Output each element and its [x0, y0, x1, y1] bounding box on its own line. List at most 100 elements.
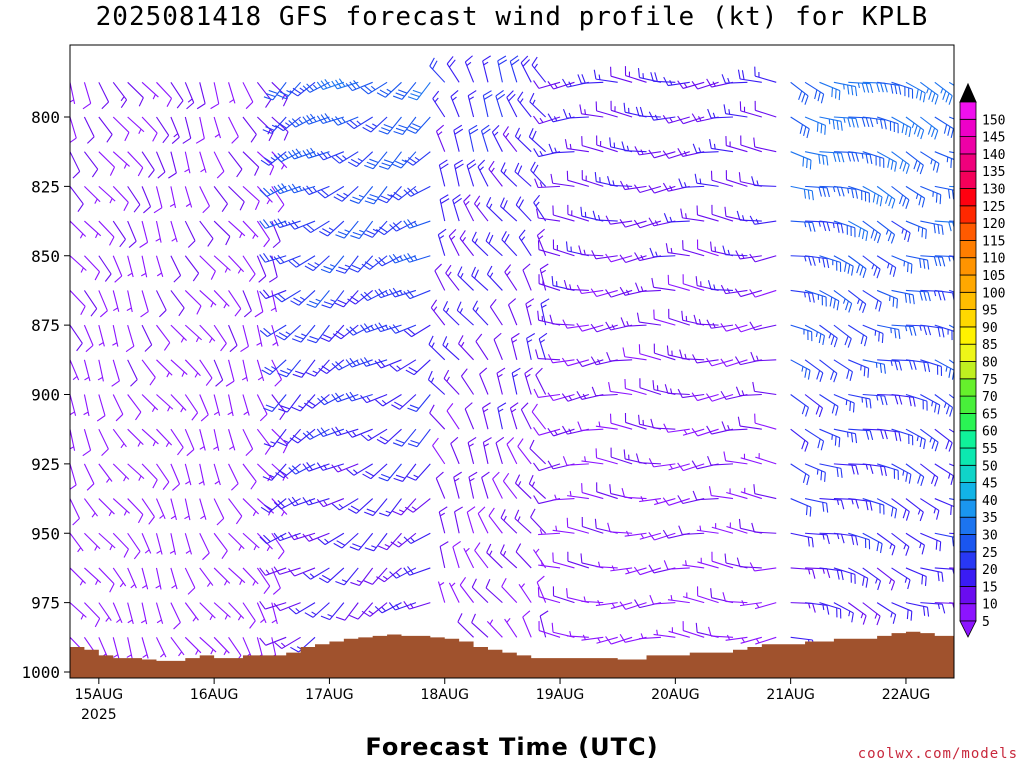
wind-barb	[564, 139, 589, 153]
colorbar-label: 130	[982, 183, 1005, 198]
wind-barb	[256, 602, 267, 624]
wind-barb	[362, 463, 388, 480]
wind-barb	[228, 151, 243, 178]
wind-barb	[790, 394, 809, 417]
wind-barb	[288, 116, 316, 128]
colorbar-label: 135	[982, 165, 1005, 180]
wind-barb	[593, 69, 618, 83]
wind-barb	[552, 552, 575, 569]
wind-barb	[511, 367, 521, 395]
wind-barb	[259, 185, 287, 197]
wind-barb	[819, 428, 841, 448]
wind-barb	[595, 600, 618, 607]
wind-barb	[682, 560, 705, 569]
wind-barb	[429, 57, 446, 83]
wind-barb	[98, 428, 109, 457]
wind-barb	[83, 290, 98, 317]
wind-barb	[605, 253, 633, 263]
wind-barb	[376, 567, 402, 583]
wind-barb	[948, 394, 954, 399]
wind-barb	[288, 463, 316, 475]
wind-barb	[213, 116, 222, 139]
wind-barb	[804, 359, 824, 382]
wind-barb	[566, 170, 590, 187]
wind-barb	[141, 428, 159, 447]
wind-barb	[140, 255, 148, 278]
wind-barb	[156, 81, 173, 107]
wind-barb	[620, 317, 647, 327]
wind-barb	[677, 388, 705, 399]
wind-barb	[140, 290, 149, 318]
wind-barb	[195, 116, 205, 144]
wind-barb	[374, 358, 402, 369]
wind-barb	[682, 592, 705, 604]
wind-barb	[393, 116, 417, 136]
wind-barb	[891, 81, 914, 99]
wind-barb	[127, 567, 137, 589]
colorbar-swatch	[959, 499, 977, 518]
wind-barb	[751, 176, 777, 187]
wind-barb	[694, 173, 719, 187]
wind-barb	[862, 359, 886, 374]
colorbar-swatch	[959, 361, 977, 380]
wind-barb	[482, 402, 491, 430]
wind-barb	[199, 429, 206, 451]
wind-barb	[819, 394, 839, 416]
colorbar-label: 105	[982, 269, 1005, 284]
wind-barb	[738, 518, 762, 534]
wind-barb	[345, 324, 373, 336]
wind-barb	[648, 532, 676, 541]
wind-barb	[552, 205, 575, 222]
wind-barb	[127, 255, 134, 278]
wind-barb	[320, 602, 345, 621]
wind-barb	[790, 151, 812, 170]
wind-barb	[98, 567, 115, 593]
wind-barb	[520, 55, 532, 83]
wind-barb	[112, 567, 127, 588]
wind-barb	[668, 463, 690, 471]
wind-barb	[98, 602, 112, 622]
wind-barb	[261, 359, 287, 376]
wind-barb	[905, 463, 925, 487]
wind-barb	[530, 508, 547, 534]
colorbar: 5 10 15 20 25 30 35 40 45 50 55 60 65 70 75 80 85 90 95 100…	[959, 82, 1005, 638]
wind-barb	[653, 343, 676, 361]
wind-barb	[317, 532, 345, 546]
wind-barb	[376, 81, 402, 98]
wind-barb	[112, 463, 130, 482]
wind-barb	[862, 532, 883, 554]
wind-barb	[403, 601, 431, 610]
wind-barb	[242, 602, 256, 629]
wind-barb	[696, 586, 719, 604]
wind-barb	[404, 498, 431, 513]
wind-barb	[634, 146, 662, 156]
wind-barb	[650, 418, 676, 430]
wind-barb	[528, 128, 546, 153]
wind-barb	[819, 81, 841, 101]
wind-barb	[84, 255, 101, 281]
wind-barb	[335, 220, 359, 239]
wind-barb	[891, 428, 914, 446]
wind-barb	[639, 532, 662, 540]
wind-barb	[547, 392, 575, 402]
wind-barb	[213, 186, 228, 213]
wind-barb	[277, 428, 302, 447]
wind-barb	[377, 532, 402, 551]
wind-barb	[581, 456, 604, 465]
wind-barb	[112, 151, 130, 169]
wind-barb	[242, 290, 252, 318]
wind-barb	[624, 378, 647, 396]
wind-barb	[638, 414, 662, 430]
wind-barb	[949, 567, 954, 569]
wind-barb	[347, 498, 374, 514]
wind-barb	[848, 428, 874, 441]
y-tick-label: 850	[31, 247, 60, 266]
wind-barb	[790, 359, 811, 380]
wind-barb	[862, 220, 881, 244]
wind-barb	[345, 79, 373, 92]
wind-barb	[934, 498, 954, 517]
wind-barb	[210, 82, 220, 110]
wind-barb	[623, 102, 647, 118]
colorbar-label: 55	[982, 442, 998, 457]
wind-barb	[639, 496, 662, 503]
